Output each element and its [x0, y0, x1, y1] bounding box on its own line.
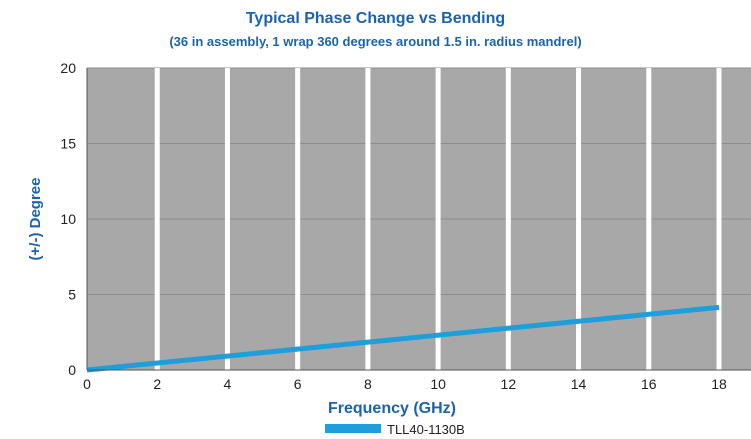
- x-tick-label: 0: [83, 376, 91, 392]
- x-tick-label: 10: [430, 376, 446, 392]
- x-tick-label: 6: [294, 376, 302, 392]
- legend-swatch: [325, 424, 381, 433]
- y-tick-label: 20: [60, 60, 76, 76]
- chart-subtitle: (36 in assembly, 1 wrap 360 degrees arou…: [169, 34, 582, 49]
- x-tick-label: 16: [641, 376, 657, 392]
- x-tick-label: 4: [224, 376, 232, 392]
- x-tick-label: 18: [711, 376, 727, 392]
- y-axis-label: (+/-) Degree: [27, 178, 44, 261]
- x-tick-label: 8: [364, 376, 372, 392]
- x-tick-label: 2: [153, 376, 161, 392]
- legend: TLL40-1130B: [325, 422, 465, 437]
- chart-title: Typical Phase Change vs Bending: [245, 10, 506, 27]
- y-tick-label: 5: [68, 287, 76, 303]
- x-tick-label: 12: [501, 376, 517, 392]
- y-tick-label: 10: [60, 211, 76, 227]
- legend-entry: TLL40-1130B: [387, 422, 465, 437]
- series-line: [86, 304, 720, 373]
- y-tick-label: 15: [60, 136, 76, 152]
- x-tick-label: 14: [571, 376, 587, 392]
- x-axis-label: Frequency (GHz): [328, 400, 456, 417]
- y-tick-label: 0: [68, 362, 76, 378]
